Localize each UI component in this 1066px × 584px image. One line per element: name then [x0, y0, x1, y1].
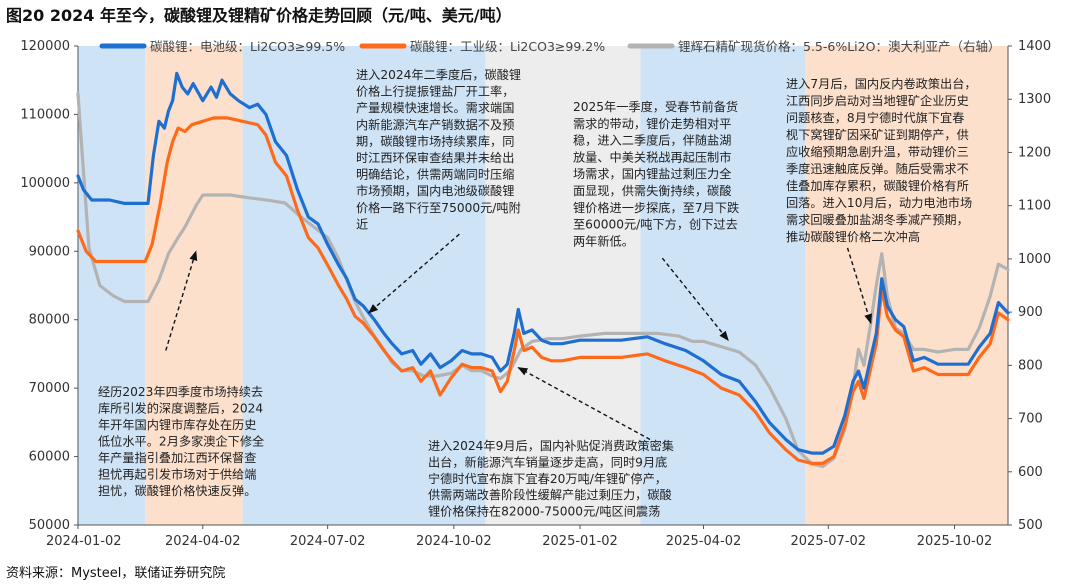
annotation-line: 价格上行提振锂盐厂开工率，	[356, 84, 514, 99]
annotation-line: 期，碳酸锂市场持续累库，同	[356, 133, 514, 148]
annotation-line: 明确结论，供需两端同时压缩	[356, 167, 514, 182]
annotation-line: 价格一路下行至75000元/吨附	[356, 200, 521, 215]
annotation-line: 近	[356, 217, 368, 231]
y-right-tick-label: 900	[1018, 305, 1043, 320]
annotation-line: 场需求，国内锂盐过剩压力全	[573, 166, 731, 181]
y-left-tick-label: 70000	[29, 381, 70, 396]
annotation-arrow-a5	[846, 247, 872, 325]
y-left-tick-label: 50000	[29, 518, 70, 533]
y-left-tick-label: 120000	[20, 39, 70, 54]
annotation-line: 年产量指引叠加江西环保督查	[98, 450, 256, 465]
annotation-line: 宁德时代宣布旗下宜春20万吨/年锂矿停产，	[428, 471, 667, 486]
annotation-line: 枧下窝锂矿因采矿证到期停产，供	[786, 127, 969, 142]
legend: 碳酸锂：电池级：Li2CO3≥99.5% 碳酸锂：工业级：Li2CO3≥99.2%…	[99, 39, 1000, 54]
y-right-tick-label: 1000	[1018, 252, 1051, 267]
annotation-line: 供需两端改善阶段性缓解产能过剩压力，碳酸	[428, 487, 672, 502]
annotation-line: 应收缩预期急剧升温，带动锂价三	[786, 144, 969, 159]
annotation-line: 锂价格进一步探底，至7月下跌	[573, 200, 739, 215]
y-right-tick-label: 1100	[1018, 199, 1051, 214]
annotation-a4: 进入2024年9月后，国内补贴促消费政策密集出台，新能源汽车销量逐步走高，同时9…	[428, 438, 674, 519]
annotation-line: 稳，进入二季度后，伴随盐湖	[573, 133, 731, 148]
annotation-a5: 进入7月后，国内反内卷政策出台， 江西同步启动对当地锂矿企业历史问题核查，8月宁德…	[786, 76, 977, 244]
annotation-line: 佳叠加库存累积，碳酸锂价格有所	[786, 178, 969, 193]
y-left-tick-label: 60000	[29, 450, 70, 465]
annotation-line: 推动碳酸锂价格二次冲高	[786, 229, 920, 244]
y-right-tick-label: 600	[1018, 465, 1043, 480]
source-note: 资料来源：Mysteel，联储证券研究院	[6, 566, 226, 581]
x-tick-label: 2025-04-02	[666, 534, 742, 549]
annotation-line: 进入2024年二季度后，碳酸锂	[356, 67, 521, 82]
annotation-a3: 2025年一季度，受春节前备货需求的带动，锂价走势相对平稳，进入二季度后，伴随盐…	[573, 99, 739, 248]
y-right-tick-label: 500	[1018, 518, 1043, 533]
annotation-line: 进入7月后，国内反内卷政策出台，	[786, 76, 977, 91]
chart-svg: 50000 60000 70000 80000 90000 100000 110000 120…	[20, 39, 1051, 549]
annotation-line: 市场预期，国内电池级碳酸锂	[356, 183, 514, 198]
band-3	[485, 46, 641, 525]
annotation-line: 时江西环保审查结果并未给出	[356, 150, 514, 165]
y-right-tick-label: 1200	[1018, 145, 1051, 160]
annotation-arrows	[165, 233, 872, 441]
series-line-battery	[76, 71, 1010, 455]
x-tick-label: 2025-10-02	[917, 534, 993, 549]
annotation-line: 季度迅速触底反弹。随后受需求不	[786, 161, 969, 176]
legend-label-battery: 碳酸锂：电池级：Li2CO3≥99.5%	[150, 39, 345, 54]
legend-label-spodumene: 锂辉石精矿现货价格：5.5-6%Li2O：澳大利亚产（右轴）	[678, 39, 1000, 54]
annotation-arrow-a1	[165, 250, 198, 351]
y-left-tick-label: 90000	[29, 244, 70, 259]
y-right-tick-label: 1300	[1018, 92, 1051, 107]
band-4	[640, 46, 805, 525]
y-left-tick-label: 110000	[20, 107, 70, 122]
annotation-line: 回落。进入10月后，动力电池市场	[786, 195, 972, 210]
annotation-line: 放量、中美关税战再起压制市	[573, 149, 731, 164]
annotations: 经历2023年四季度市场持续去库所引发的深度调整后，2024 年开年国内锂市库存处…	[98, 67, 977, 519]
annotation-line: 至60000元/吨下方，创下过去	[573, 217, 738, 232]
annotation-line: 进入2024年9月后，国内补贴促消费政策密集	[428, 438, 674, 453]
annotation-line: 担忧，碳酸锂价格快速反弹。	[98, 483, 256, 498]
x-tick-label: 2024-07-02	[290, 534, 366, 549]
series-line-industrial	[76, 116, 1010, 465]
x-tick-label: 2025-07-02	[791, 534, 867, 549]
annotation-line: 低位水平。2月多家澳企下修全	[98, 434, 264, 449]
series-line-spodumene	[76, 92, 1010, 469]
annotation-arrow-a3	[661, 257, 729, 342]
annotation-line: 2025年一季度，受春节前备货	[573, 99, 738, 114]
annotation-line: 面显现，供需失衡持续，碳酸	[573, 183, 731, 198]
x-tick-label: 2024-10-02	[416, 534, 492, 549]
annotation-line: 锂价格保持在82000-75000元/吨区间震荡	[428, 504, 660, 519]
x-tick-label: 2024-04-02	[165, 534, 241, 549]
axes: 50000 60000 70000 80000 90000 100000 110000 120…	[20, 39, 1051, 549]
annotation-line: 问题核查，8月宁德时代旗下宜春	[786, 110, 964, 125]
chart-title: 图20 2024 年至今，碳酸锂及锂精矿价格走势回顾（元/吨、美元/吨）	[6, 6, 512, 25]
x-tick-label: 2024-01-02	[46, 534, 122, 549]
annotation-line: 内新能源汽车产销数据不及预	[356, 117, 514, 132]
annotation-line: 产量规模快速增长。需求端国	[356, 100, 514, 115]
annotation-arrow-a2	[368, 233, 460, 314]
annotation-line: 需求回暖叠加盐湖冬季减产预期，	[786, 212, 969, 227]
annotation-a1: 经历2023年四季度市场持续去库所引发的深度调整后，2024 年开年国内锂市库存处…	[98, 384, 264, 498]
y-right-tick-label: 1400	[1018, 39, 1051, 54]
annotation-line: 两年新低。	[573, 233, 634, 248]
series-lines	[76, 71, 1010, 469]
annotation-line: 江西同步启动对当地锂矿企业历史	[786, 93, 969, 108]
y-left-tick-label: 80000	[29, 313, 70, 328]
legend-label-industrial: 碳酸锂：工业级：Li2CO3≥99.2%	[410, 39, 605, 54]
y-right-tick-label: 700	[1018, 412, 1043, 427]
x-tick-label: 2025-01-02	[542, 534, 618, 549]
annotation-line: 经历2023年四季度市场持续去	[98, 384, 263, 399]
y-right-tick-label: 800	[1018, 358, 1043, 373]
annotation-line: 库所引发的深度调整后，2024	[98, 401, 263, 416]
annotation-line: 需求的带动，锂价走势相对平	[573, 116, 731, 131]
annotation-a2: 进入2024年二季度后，碳酸锂价格上行提振锂盐厂开工率，产量规模快速增长。需求端…	[356, 67, 521, 231]
annotation-line: 年开年国内锂市库存处在历史	[98, 417, 256, 432]
annotation-line: 担忧再起引发市场对于供给端	[98, 467, 256, 482]
y-left-tick-label: 100000	[20, 176, 70, 191]
band-0	[78, 46, 146, 525]
annotation-line: 出台，新能源汽车销量逐步走高，同时9月底	[428, 454, 667, 469]
band-2	[242, 46, 486, 525]
